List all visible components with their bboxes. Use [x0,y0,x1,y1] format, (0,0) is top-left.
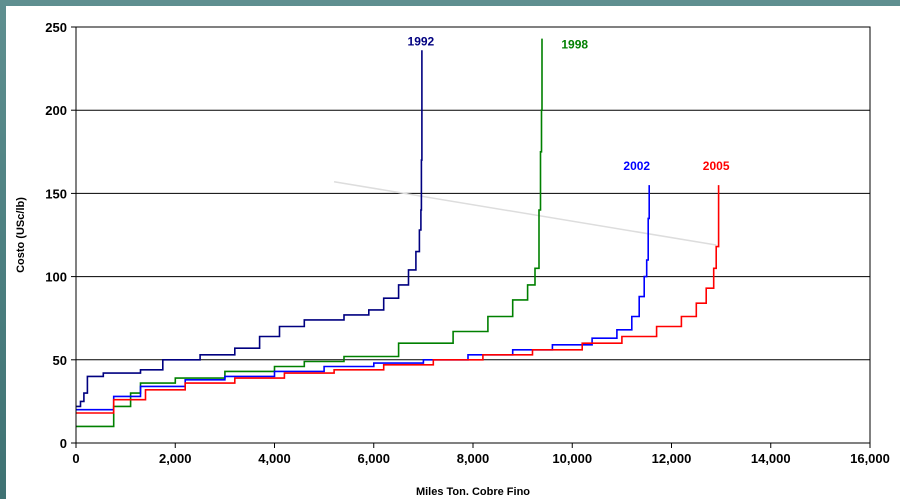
annotation-layer [333,181,717,246]
series-layer [76,38,720,428]
x-axis-title: Miles Ton. Cobre Fino [416,486,530,498]
x-tick-label: 4,000 [258,451,291,466]
series-label-1992: 1992 [408,34,435,48]
y-tick-label: 0 [60,436,67,451]
x-tick-label: 12,000 [652,451,692,466]
chart-frame: 0 2,000 4,000 6,000 8,000 10,000 12,000 14,000 1… [6,6,900,499]
y-tick-label: 100 [45,270,67,285]
series-line-1998 [76,38,543,428]
grid-lines [76,109,870,361]
step-line-chart: 0 2,000 4,000 6,000 8,000 10,000 12,000 14,000 1… [15,20,890,498]
x-tick-label: 0 [72,451,79,466]
y-tick-label: 50 [53,353,67,368]
series-label-2005: 2005 [703,159,730,173]
series-line-2002 [76,185,650,411]
annotation-line [333,181,717,246]
x-tick-label: 10,000 [552,451,592,466]
y-tick-label: 200 [45,103,67,118]
x-tick-label: 16,000 [850,451,890,466]
x-axis-ticks: 0 2,000 4,000 6,000 8,000 10,000 12,000 14,000 1… [72,443,890,466]
x-tick-label: 14,000 [751,451,791,466]
x-tick-label: 2,000 [159,451,192,466]
series-label-2002: 2002 [623,159,650,173]
plot-area-border [75,26,871,444]
series-line-1992 [76,50,423,408]
series-label-1998: 1998 [561,38,588,52]
series-labels: 1992 1998 2002 2005 [408,34,730,173]
y-tick-label: 150 [45,186,67,201]
y-tick-label: 250 [45,20,67,35]
series-line-2005 [76,185,720,414]
x-tick-label: 6,000 [357,451,390,466]
y-axis-ticks: 0 50 100 150 200 250 [45,20,76,451]
y-axis-title: Costo (USc/lb) [15,197,27,273]
x-tick-label: 8,000 [457,451,490,466]
